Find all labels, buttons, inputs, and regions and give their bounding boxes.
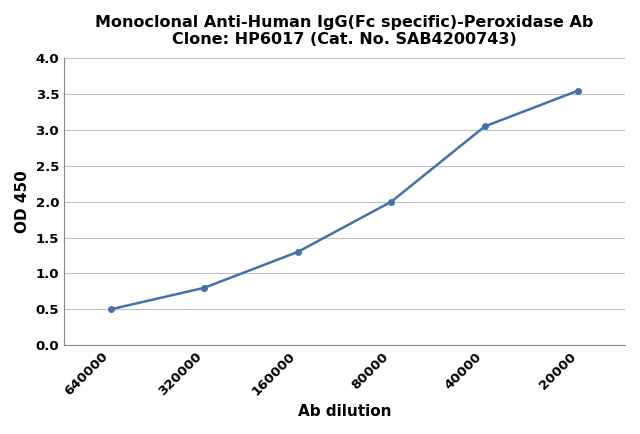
X-axis label: Ab dilution: Ab dilution [298, 404, 391, 419]
Y-axis label: OD 450: OD 450 [15, 170, 30, 233]
Title: Monoclonal Anti-Human IgG(Fc specific)-Peroxidase Ab
Clone: HP6017 (Cat. No. SAB: Monoclonal Anti-Human IgG(Fc specific)-P… [95, 15, 594, 47]
